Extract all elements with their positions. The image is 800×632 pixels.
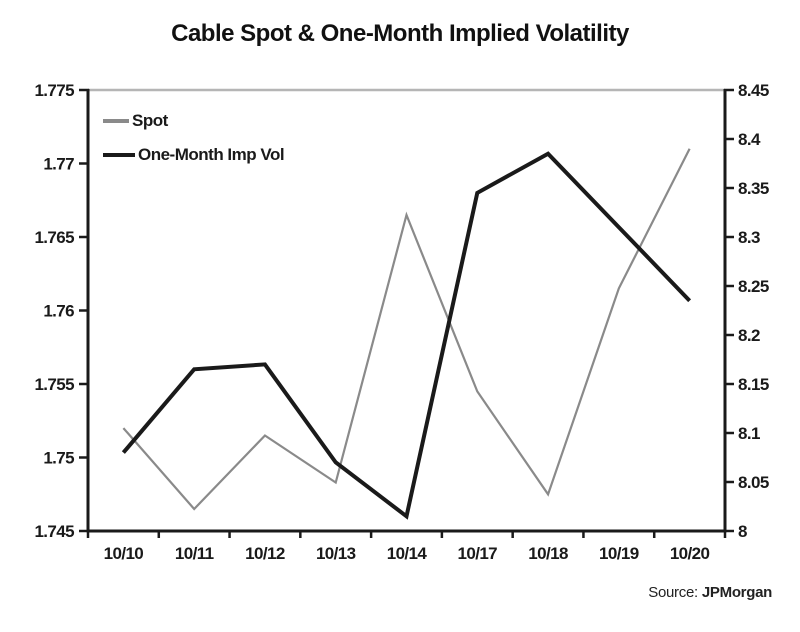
y-axis-right-tick-label: 8 [738, 522, 747, 541]
spot-line [122, 148, 691, 511]
x-axis-tick-label: 10/11 [175, 544, 214, 563]
y-axis-left-tick-label: 1.76 [43, 302, 74, 321]
x-axis-tick-label: 10/19 [599, 544, 639, 563]
y-axis-right-tick-label: 8.05 [738, 473, 769, 492]
y-axis-left-tick-label: 1.775 [34, 81, 74, 100]
y-axis-right-tick-label: 8.15 [738, 375, 769, 394]
x-axis-tick-label: 10/13 [316, 544, 356, 563]
x-axis-tick-label: 10/17 [458, 544, 498, 563]
x-axis-tick-label: 10/14 [387, 544, 428, 563]
legend-label-impvol: One-Month Imp Vol [138, 145, 285, 164]
x-axis-tick-label: 10/18 [528, 544, 568, 563]
y-axis-right-tick-label: 8.45 [738, 81, 769, 100]
x-axis-tick-label: 10/20 [670, 544, 710, 563]
y-axis-right-tick-label: 8.4 [738, 130, 761, 149]
legend-row-impvol: One-Month Imp Vol [103, 142, 285, 168]
legend-label-spot: Spot [132, 111, 168, 130]
y-axis-right-tick-label: 8.25 [738, 277, 769, 296]
y-axis-left-tick-label: 1.765 [34, 228, 74, 247]
chart-title: Cable Spot & One-Month Implied Volatilit… [171, 20, 629, 47]
impvol-line [121, 151, 692, 520]
spot-line-swatch-icon [103, 119, 129, 123]
y-axis-left-tick-label: 1.77 [43, 155, 74, 174]
source-value: JPMorgan [701, 584, 772, 601]
y-axis-right-tick-label: 8.1 [738, 424, 760, 443]
y-axis-right-tick-label: 8.2 [738, 326, 760, 345]
source-label: Source: [648, 584, 698, 601]
x-axis-tick-label: 10/10 [104, 544, 144, 563]
source-credit: Source: JPMorgan [648, 584, 772, 601]
y-axis-right-tick-label: 8.3 [738, 228, 760, 247]
x-axis-tick-label: 10/12 [245, 544, 285, 563]
legend-row-spot: Spot [103, 108, 284, 134]
chart-legend: Spot One-Month Imp Vol [103, 108, 285, 176]
y-axis-right-tick-label: 8.35 [738, 179, 769, 198]
y-axis-left-tick-label: 1.75 [43, 449, 74, 468]
y-axis-left-tick-label: 1.745 [34, 522, 74, 541]
y-axis-left-tick-label: 1.755 [34, 375, 74, 394]
impvol-line-swatch-icon [103, 153, 135, 157]
